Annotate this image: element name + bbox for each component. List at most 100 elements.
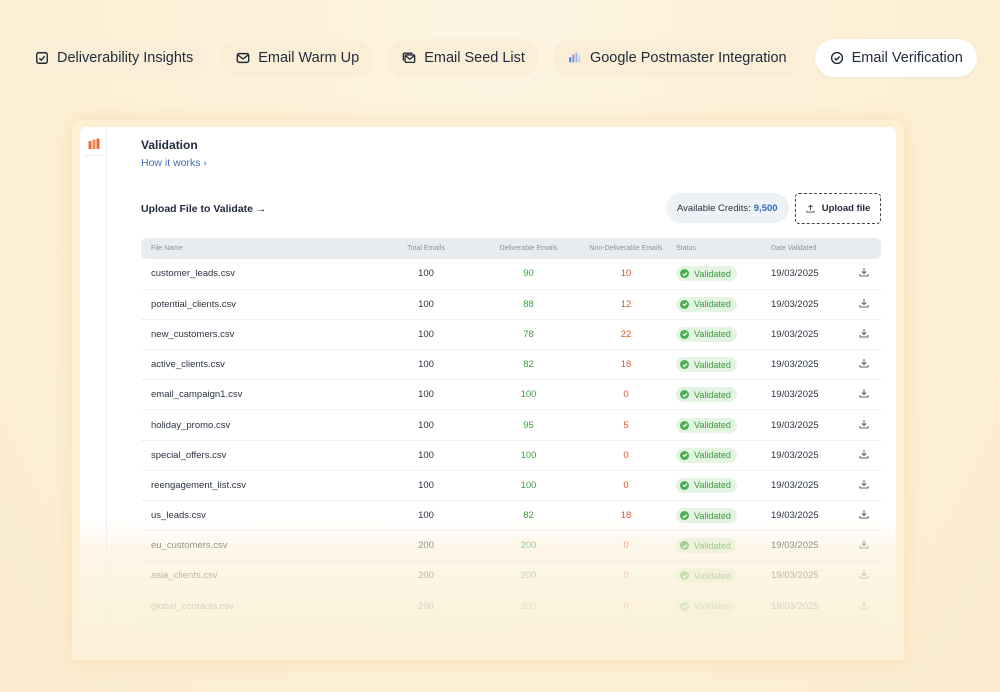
feature-tabs: Deliverability Insights Email Warm Up Em…: [20, 39, 977, 77]
table-row[interactable]: active_clients.csv 100 82 18 Validated 1…: [141, 350, 881, 380]
tab-deliverability-insights[interactable]: Deliverability Insights: [20, 39, 208, 77]
date-validated-cell: 19/03/2025: [771, 540, 819, 552]
status-label: Validated: [694, 570, 731, 581]
download-icon[interactable]: [859, 479, 869, 489]
file-name-cell: eu_customers.csv: [151, 540, 228, 552]
download-icon[interactable]: [859, 358, 869, 368]
table-row[interactable]: email_campaign1.csv 100 100 0 Validated …: [141, 380, 881, 410]
check-icon: [680, 541, 689, 551]
download-icon[interactable]: [859, 449, 869, 459]
status-cell: Validated: [676, 531, 771, 561]
status-label: Validated: [694, 329, 731, 340]
upload-icon: [806, 204, 815, 213]
table-row[interactable]: holiday_promo.csv 100 95 5 Validated 19/…: [141, 410, 881, 441]
non-deliverable-emails-cell: 0: [623, 389, 629, 401]
file-name-cell: us_leads.csv: [151, 510, 206, 522]
download-cell: [846, 410, 881, 440]
tab-email-warm-up[interactable]: Email Warm Up: [221, 39, 374, 77]
download-icon[interactable]: [859, 328, 869, 338]
download-icon[interactable]: [859, 600, 869, 610]
how-it-works-link[interactable]: How it works ›: [141, 157, 207, 169]
download-cell: [846, 350, 881, 380]
total-emails-cell: 200: [418, 600, 434, 612]
check-icon: [680, 480, 689, 490]
download-icon[interactable]: [859, 267, 869, 277]
non-deliverable-emails-cell: 0: [623, 600, 629, 612]
status-label: Validated: [694, 450, 731, 461]
col-deliverable-emails: Deliverable Emails: [499, 245, 558, 252]
status-label: Validated: [694, 540, 731, 551]
status-badge: Validated: [676, 538, 737, 554]
non-deliverable-emails-cell: 0: [623, 449, 629, 461]
side-rail: [80, 127, 107, 647]
non-deliverable-emails-cell: 10: [620, 268, 632, 280]
status-badge: Validated: [676, 296, 737, 312]
table-row[interactable]: special_offers.csv 100 100 0 Validated 1…: [141, 440, 881, 471]
check-icon: [680, 299, 689, 309]
table-header-row: File Name Total Emails Deliverable Email…: [141, 238, 881, 259]
file-name-cell: new_customers.csv: [151, 328, 235, 340]
app-logo-icon[interactable]: [88, 137, 100, 149]
table-row[interactable]: new_customers.csv 100 78 22 Validated 19…: [141, 319, 881, 350]
envelope-icon: [235, 50, 251, 66]
status-cell: Validated: [676, 440, 771, 470]
tab-label: Email Verification: [851, 50, 963, 66]
total-emails-cell: 100: [418, 298, 434, 310]
status-cell: Validated: [676, 561, 771, 591]
deliverable-emails-cell: 88: [523, 298, 534, 310]
download-cell: [846, 561, 881, 591]
deliverable-emails-cell: 82: [523, 359, 534, 371]
download-icon[interactable]: [859, 298, 869, 308]
table-row[interactable]: global_contacts.csv 200 200 0 Validated …: [141, 591, 881, 622]
postmaster-icon: [567, 50, 583, 66]
status-badge: Validated: [676, 357, 737, 373]
check-icon: [680, 390, 689, 400]
status-label: Validated: [694, 480, 731, 491]
table-row[interactable]: eu_customers.csv 200 200 0 Validated 19/…: [141, 531, 881, 561]
download-icon[interactable]: [859, 388, 869, 398]
upload-file-to-validate-link[interactable]: Upload File to Validate →: [141, 203, 267, 215]
status-cell: Validated: [676, 319, 771, 349]
table-row[interactable]: reengagement_list.csv 100 100 0 Validate…: [141, 470, 881, 501]
tab-email-seed-list[interactable]: Email Seed List: [387, 39, 539, 77]
total-emails-cell: 100: [418, 479, 434, 491]
download-icon[interactable]: [859, 509, 869, 519]
check-icon: [680, 329, 689, 339]
deliverable-emails-cell: 200: [520, 540, 537, 552]
download-icon[interactable]: [859, 419, 869, 429]
table-row[interactable]: asia_clients.csv 200 200 0 Validated 19/…: [141, 561, 881, 592]
validation-table: File Name Total Emails Deliverable Email…: [141, 238, 881, 622]
checkbox-icon: [34, 50, 50, 66]
status-cell: Validated: [676, 259, 771, 289]
download-icon[interactable]: [859, 539, 869, 549]
check-icon: [680, 360, 689, 370]
date-validated-cell: 19/03/2025: [771, 359, 819, 371]
table-row[interactable]: potential_clients.csv 100 88 12 Validate…: [141, 289, 881, 320]
status-badge: Validated: [676, 387, 737, 403]
download-cell: [846, 470, 881, 500]
status-badge: Validated: [676, 568, 737, 584]
deliverable-emails-cell: 200: [520, 570, 537, 582]
tab-label: Email Seed List: [424, 50, 525, 66]
check-icon: [680, 511, 689, 521]
table-row[interactable]: customer_leads.csv 100 90 10 Validated 1…: [141, 259, 881, 290]
date-validated-cell: 19/03/2025: [771, 389, 819, 401]
status-cell: Validated: [676, 591, 771, 621]
date-validated-cell: 19/03/2025: [771, 479, 819, 491]
file-name-cell: holiday_promo.csv: [151, 419, 231, 431]
check-icon: [680, 269, 689, 279]
tab-email-verification[interactable]: Email Verification: [814, 39, 977, 77]
download-icon[interactable]: [859, 569, 869, 579]
date-validated-cell: 19/03/2025: [771, 600, 819, 612]
status-label: Validated: [694, 510, 731, 521]
col-total-emails: Total Emails: [407, 245, 445, 252]
tab-google-postmaster[interactable]: Google Postmaster Integration: [552, 39, 801, 77]
file-name-cell: reengagement_list.csv: [151, 479, 247, 491]
status-label: Validated: [694, 389, 731, 400]
col-status: Status: [676, 245, 696, 252]
total-emails-cell: 100: [418, 359, 434, 371]
upload-file-button[interactable]: Upload file: [795, 193, 881, 224]
file-name-cell: global_contacts.csv: [151, 600, 234, 612]
table-row[interactable]: us_leads.csv 100 82 18 Validated 19/03/2…: [141, 501, 881, 531]
file-name-cell: customer_leads.csv: [151, 268, 235, 280]
